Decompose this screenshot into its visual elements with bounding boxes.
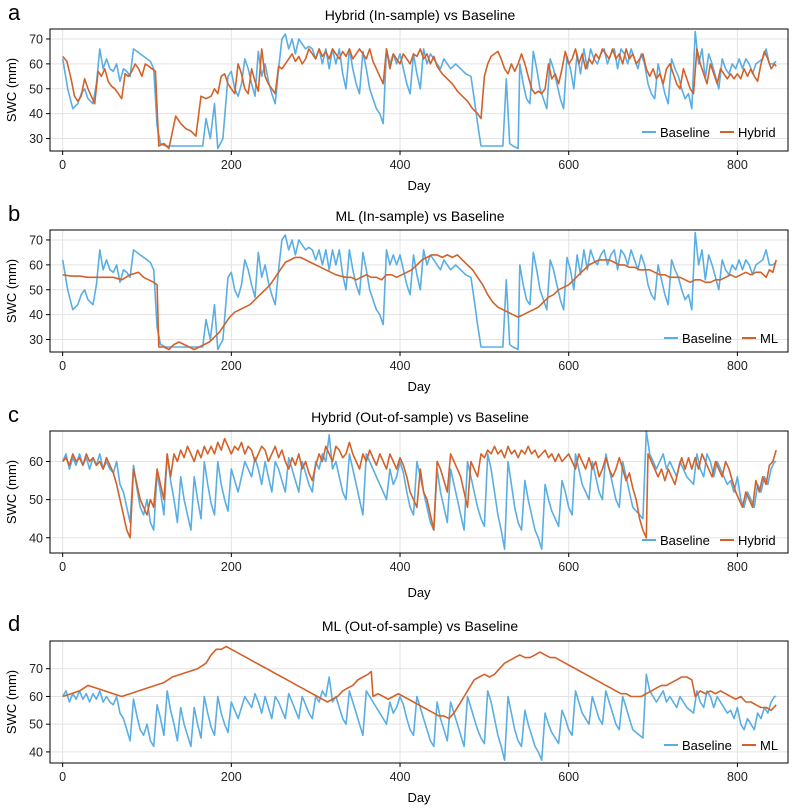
legend-a: Baseline Hybrid xyxy=(642,125,776,140)
series-line-hybrid-a xyxy=(62,48,777,150)
y-tick-label-a-2: 50 xyxy=(29,82,43,96)
y-tick-label-d-2: 60 xyxy=(29,690,43,704)
legend-b: Baseline ML xyxy=(664,331,778,346)
grid-b xyxy=(50,230,788,352)
x-tick-label-c-2: 400 xyxy=(390,560,411,574)
legend-label-baseline-b: Baseline xyxy=(682,331,732,346)
series-line-baseline-c xyxy=(61,430,777,551)
y-tick-label-b-4: 70 xyxy=(29,233,43,247)
series-layer-b xyxy=(61,231,777,351)
y-tick-label-c-1: 50 xyxy=(29,493,43,507)
x-tick-label-c-4: 800 xyxy=(727,560,748,574)
panel-title-b: ML (In-sample) vs Baseline xyxy=(335,208,504,224)
x-tick-label-d-2: 400 xyxy=(390,770,411,784)
y-axis-label-a: SWC (mm) xyxy=(4,58,19,122)
x-axis-label-b: Day xyxy=(407,379,431,394)
legend-label-baseline-c: Baseline xyxy=(660,533,710,548)
y-tick-label-c-0: 40 xyxy=(29,531,43,545)
plot-frame-d xyxy=(49,640,789,764)
plot-frame-a xyxy=(49,28,789,152)
y-tick-label-a-1: 40 xyxy=(29,107,43,121)
panel-title-c: Hybrid (Out-of-sample) vs Baseline xyxy=(311,409,529,425)
ticks-a: 0 200 400 600 800 30 40 50 60 70 xyxy=(29,32,748,172)
legend-label-ml-d: ML xyxy=(760,738,778,753)
x-tick-label-b-4: 800 xyxy=(727,359,748,373)
series-line-baseline-b xyxy=(61,231,777,351)
series-line-ml-b xyxy=(62,254,777,351)
panel-letter-a: a xyxy=(8,0,21,25)
ticks-b: 0 200 400 600 800 30 40 50 60 70 xyxy=(29,233,748,373)
x-tick-label-d-0: 0 xyxy=(59,770,66,784)
plot-frame-c xyxy=(49,430,789,554)
y-tick-label-a-0: 30 xyxy=(29,132,43,146)
y-tick-label-d-3: 70 xyxy=(29,662,43,676)
x-tick-label-d-1: 200 xyxy=(221,770,242,784)
y-tick-label-b-1: 40 xyxy=(29,308,43,322)
x-tick-label-a-2: 400 xyxy=(390,158,411,172)
panel-letter-d: d xyxy=(8,611,20,636)
x-axis-label-a: Day xyxy=(407,178,431,193)
y-tick-label-c-2: 60 xyxy=(29,455,43,469)
series-layer-c xyxy=(61,430,777,551)
x-tick-label-d-4: 800 xyxy=(727,770,748,784)
x-tick-label-a-3: 600 xyxy=(558,158,579,172)
x-axis-label-c: Day xyxy=(407,585,431,600)
y-tick-label-b-2: 50 xyxy=(29,283,43,297)
x-tick-label-b-3: 600 xyxy=(558,359,579,373)
y-tick-label-b-3: 60 xyxy=(29,258,43,272)
series-layer-d xyxy=(62,645,777,762)
legend-label-ml-b: ML xyxy=(760,331,778,346)
y-tick-label-a-4: 70 xyxy=(29,32,43,46)
x-tick-label-b-1: 200 xyxy=(221,359,242,373)
legend-c: Baseline Hybrid xyxy=(642,533,776,548)
y-axis-label-b: SWC (mm) xyxy=(4,259,19,323)
legend-label-hybrid-a: Hybrid xyxy=(738,125,776,140)
y-axis-label-c: SWC (mm) xyxy=(4,460,19,524)
x-tick-label-a-4: 800 xyxy=(727,158,748,172)
panel-letter-c: c xyxy=(8,402,19,427)
panel-title-a: Hybrid (In-sample) vs Baseline xyxy=(325,7,516,23)
grid-a xyxy=(50,29,788,151)
y-axis-label-d: SWC (mm) xyxy=(4,670,19,734)
y-tick-label-d-0: 40 xyxy=(29,745,43,759)
panel-a: a Hybrid (In-sample) vs Baseline 0 200 400… xyxy=(4,0,789,193)
x-tick-label-a-0: 0 xyxy=(59,158,66,172)
x-tick-label-c-0: 0 xyxy=(59,560,66,574)
legend-label-hybrid-c: Hybrid xyxy=(738,533,776,548)
series-line-ml-d xyxy=(62,645,777,720)
ticks-d: 0 200 400 600 800 40 50 60 70 xyxy=(29,662,748,784)
y-tick-label-b-0: 30 xyxy=(29,333,43,347)
x-axis-label-d: Day xyxy=(407,790,431,805)
series-line-baseline-d xyxy=(62,673,777,762)
panel-b: b ML (In-sample) vs Baseline 0 200 400 600 8… xyxy=(4,201,789,394)
legend-d: Baseline ML xyxy=(664,738,778,753)
plot-frame-b xyxy=(49,229,789,353)
panel-title-d: ML (Out-of-sample) vs Baseline xyxy=(322,618,519,634)
x-tick-label-c-3: 600 xyxy=(558,560,579,574)
x-tick-label-d-3: 600 xyxy=(558,770,579,784)
ticks-c: 0 200 400 600 800 40 50 60 xyxy=(29,455,748,574)
series-line-hybrid-c xyxy=(62,437,777,539)
x-tick-label-c-1: 200 xyxy=(221,560,242,574)
x-tick-label-a-1: 200 xyxy=(221,158,242,172)
series-layer-a xyxy=(61,30,777,150)
panel-letter-b: b xyxy=(8,201,20,226)
legend-label-baseline-d: Baseline xyxy=(682,738,732,753)
y-tick-label-a-3: 60 xyxy=(29,57,43,71)
x-tick-label-b-0: 0 xyxy=(59,359,66,373)
panel-d: d ML (Out-of-sample) vs Baseline 0 200 400… xyxy=(4,611,789,805)
panel-c: c Hybrid (Out-of-sample) vs Baseline 0 20… xyxy=(4,402,789,600)
x-tick-label-b-2: 400 xyxy=(390,359,411,373)
y-tick-label-d-1: 50 xyxy=(29,718,43,732)
legend-label-baseline-a: Baseline xyxy=(660,125,710,140)
